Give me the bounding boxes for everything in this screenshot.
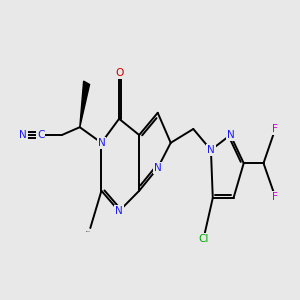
Text: N: N xyxy=(19,130,27,140)
Polygon shape xyxy=(80,81,90,127)
Text: O: O xyxy=(115,68,123,78)
Text: F: F xyxy=(272,124,278,134)
Text: N: N xyxy=(207,145,215,155)
Text: N: N xyxy=(226,130,234,140)
Text: F: F xyxy=(272,192,278,202)
Text: N: N xyxy=(98,138,105,148)
Text: N: N xyxy=(154,163,162,173)
Text: Cl: Cl xyxy=(198,234,209,244)
Text: methyl: methyl xyxy=(86,230,91,232)
Text: N: N xyxy=(115,206,123,216)
Text: C: C xyxy=(37,130,44,140)
